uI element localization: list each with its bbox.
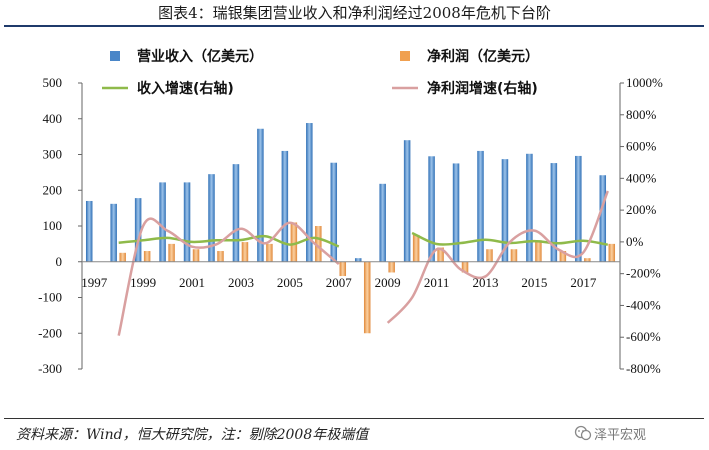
profit-bar	[217, 251, 224, 262]
revenue-bar	[232, 164, 240, 262]
brand-label: 泽平宏观	[594, 428, 647, 443]
revenue-bar	[526, 153, 533, 262]
x-tick-label: 1997	[81, 275, 108, 290]
y-right-tick-label: 1000%	[626, 75, 663, 90]
revenue-bar	[110, 203, 117, 262]
profit-bar	[241, 242, 249, 262]
legend-label: 净利润增速(右轴)	[427, 80, 538, 97]
axes-layer: -300 -200 -100 0 100 200 300 400 500 -800% -600% -4…	[38, 75, 663, 376]
legend-label: 收入增速(右轴)	[137, 80, 234, 97]
revenue-bar	[477, 150, 484, 262]
profit-bar	[535, 240, 542, 262]
revenue-bar	[159, 182, 166, 262]
profit-bar	[192, 249, 200, 262]
x-tick-label: 2007	[326, 275, 353, 290]
y-left-tick-label: 300	[43, 147, 63, 162]
profit-bar	[388, 261, 395, 273]
profit-bar	[437, 247, 444, 262]
revenue-bar	[452, 163, 460, 262]
revenue-bar	[403, 140, 411, 262]
revenue-bar	[501, 159, 509, 262]
revenue-bar	[208, 174, 215, 262]
y-right-tick-label: 200%	[626, 202, 657, 217]
y-left-tick-label: 400	[43, 111, 63, 126]
profit-bar	[363, 261, 371, 334]
profit-bar	[412, 234, 420, 262]
profit-bar	[461, 261, 469, 273]
revenue-bar	[354, 258, 362, 262]
profit-bar	[608, 243, 616, 262]
revenue-bar	[85, 200, 93, 262]
x-tick-label: 2013	[473, 275, 499, 290]
y-right-tick-label: -400%	[626, 297, 661, 312]
y-right-tick-label: 400%	[626, 170, 657, 185]
profit-bar	[559, 251, 567, 262]
y-right-tick-label: 0%	[626, 234, 644, 249]
y-right-tick-label: 800%	[626, 107, 657, 122]
y-left-tick-label: 500	[43, 75, 63, 90]
footer-divider	[4, 418, 704, 419]
source-note: 资料来源：Wind，恒大研究院，注：剔除2008年极端值	[16, 427, 369, 443]
profit-bar	[266, 243, 273, 262]
legend-label: 净利润（亿美元）	[427, 48, 539, 65]
revenue-bar	[575, 155, 582, 262]
x-tick-label: 2017	[570, 275, 597, 290]
revenue-bar	[550, 163, 558, 262]
legend: 营业收入（亿美元） 净利润（亿美元） 收入增速(右轴) 净利润增速(右轴)	[102, 48, 539, 97]
profit-growth-line	[117, 217, 340, 336]
y-right-tick-label: 600%	[626, 139, 657, 154]
profit-bar	[486, 249, 493, 262]
legend-label: 营业收入（亿美元）	[137, 48, 263, 65]
x-tick-label: 2015	[521, 275, 547, 290]
profit-bar	[168, 243, 175, 262]
y-right-tick-label: -800%	[626, 361, 661, 376]
profit-bar	[119, 252, 126, 262]
revenue-bar	[183, 182, 191, 262]
profit-bar	[290, 222, 298, 262]
lines-layer	[117, 190, 609, 336]
y-left-tick-label: 100	[43, 218, 63, 233]
y-right-tick-label: -200%	[626, 266, 661, 281]
chart-title: 图表4：瑞银集团营业收入和净利润经过2008年危机下台阶	[158, 4, 551, 22]
profit-growth-line	[386, 190, 609, 324]
x-tick-label: 2005	[277, 275, 303, 290]
revenue-bar	[330, 162, 338, 262]
profit-bar	[584, 258, 591, 262]
revenue-bar	[281, 150, 289, 262]
title-divider	[4, 25, 704, 27]
profit-bar	[315, 226, 322, 262]
legend-swatch	[110, 51, 120, 61]
x-tick-label: 2001	[179, 275, 205, 290]
legend-swatch	[400, 51, 410, 61]
profit-bar	[143, 251, 151, 262]
x-tick-label: 2009	[375, 275, 401, 290]
revenue-bar	[134, 198, 142, 262]
revenue-bar	[428, 156, 435, 262]
y-left-tick-label: -300	[38, 361, 62, 376]
revenue-growth-line	[118, 234, 340, 248]
revenue-bar	[379, 183, 386, 262]
y-right-tick-label: -600%	[626, 329, 661, 344]
profit-bar	[510, 249, 518, 262]
bars-layer	[85, 123, 616, 334]
x-tick-label: 2003	[228, 275, 254, 290]
revenue-bar	[257, 128, 264, 262]
revenue-bar	[599, 175, 607, 262]
revenue-bar	[306, 123, 313, 262]
x-tick-label: 2011	[424, 275, 450, 290]
y-left-tick-label: -100	[38, 290, 62, 305]
x-tick-label: 1999	[130, 275, 156, 290]
y-left-tick-label: 200	[43, 182, 63, 197]
wechat-icon	[574, 425, 592, 441]
profit-bar	[339, 261, 347, 277]
y-left-tick-label: 0	[56, 254, 63, 269]
y-left-tick-label: -200	[38, 325, 62, 340]
